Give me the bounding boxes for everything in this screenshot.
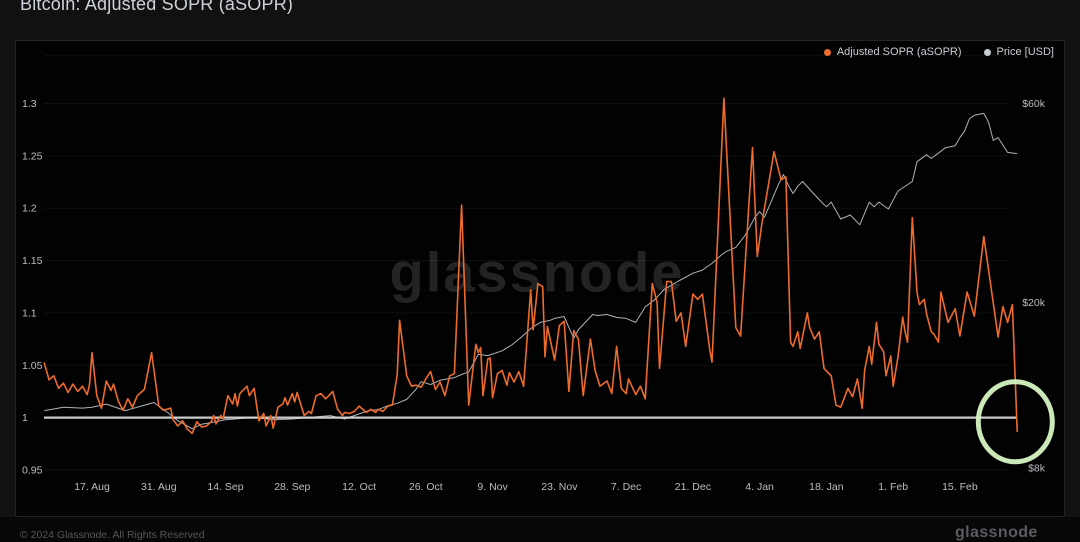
svg-text:15. Feb: 15. Feb (942, 481, 978, 493)
svg-text:17. Aug: 17. Aug (74, 481, 110, 493)
chart-legend: Adjusted SOPR (aSOPR) Price [USD] (823, 46, 1054, 58)
svg-text:9. Nov: 9. Nov (477, 481, 508, 493)
svg-text:7. Dec: 7. Dec (611, 481, 641, 493)
svg-text:0.95: 0.95 (22, 465, 43, 477)
footer-bar: © 2024 Glassnode. All Rights Reserved gl… (0, 517, 1080, 542)
svg-text:26. Oct: 26. Oct (409, 481, 443, 493)
svg-text:1.05: 1.05 (22, 360, 43, 372)
svg-text:$8k: $8k (1028, 463, 1046, 475)
svg-text:23. Nov: 23. Nov (541, 481, 578, 493)
svg-text:4. Jan: 4. Jan (745, 481, 774, 493)
svg-text:1: 1 (22, 412, 28, 424)
annotation-circle (975, 379, 1055, 465)
legend-item-asopr[interactable]: Adjusted SOPR (aSOPR) (823, 46, 962, 58)
watermark-text: glassnode (390, 241, 685, 304)
svg-text:31. Aug: 31. Aug (141, 481, 177, 493)
footer-copyright: © 2024 Glassnode. All Rights Reserved (20, 529, 205, 541)
svg-text:28. Sep: 28. Sep (274, 481, 310, 493)
svg-text:$20k: $20k (1022, 297, 1046, 309)
svg-text:1.3: 1.3 (22, 98, 37, 110)
y-axis-right-labels: $60k $20k $8k (1022, 98, 1046, 475)
svg-text:21. Dec: 21. Dec (675, 481, 711, 493)
svg-text:14. Sep: 14. Sep (207, 481, 243, 493)
price-series-line[interactable] (44, 112, 1018, 430)
title-bar: Bitcoin: Adjusted SOPR (aSOPR) (20, 0, 293, 28)
svg-text:12. Oct: 12. Oct (342, 481, 376, 493)
svg-text:1.15: 1.15 (22, 255, 43, 267)
svg-text:18. Jan: 18. Jan (809, 481, 844, 493)
legend-label-asopr: Adjusted SOPR (aSOPR) (836, 46, 962, 58)
legend-label-price: Price [USD] (996, 46, 1054, 58)
x-axis-labels: 17. Aug 31. Aug 14. Sep 28. Sep 12. Oct 26. O… (74, 481, 978, 493)
chart-panel (15, 40, 1065, 517)
svg-text:1.25: 1.25 (22, 150, 43, 162)
svg-text:1.2: 1.2 (22, 203, 37, 215)
svg-text:$60k: $60k (1022, 98, 1046, 110)
svg-text:1.1: 1.1 (22, 307, 37, 319)
legend-item-price[interactable]: Price [USD] (983, 46, 1054, 58)
price-series-dot-icon (983, 48, 991, 56)
svg-text:1. Feb: 1. Feb (878, 481, 908, 493)
y-axis-left-labels: 1.3 1.25 1.2 1.15 1.1 1.05 1 0.95 (22, 98, 43, 477)
asopr-series-line[interactable] (43, 97, 1019, 435)
glassnode-logo: glassnode (955, 524, 1038, 541)
asopr-series-dot-icon (823, 48, 831, 56)
page-title: Bitcoin: Adjusted SOPR (aSOPR) (20, 0, 294, 14)
